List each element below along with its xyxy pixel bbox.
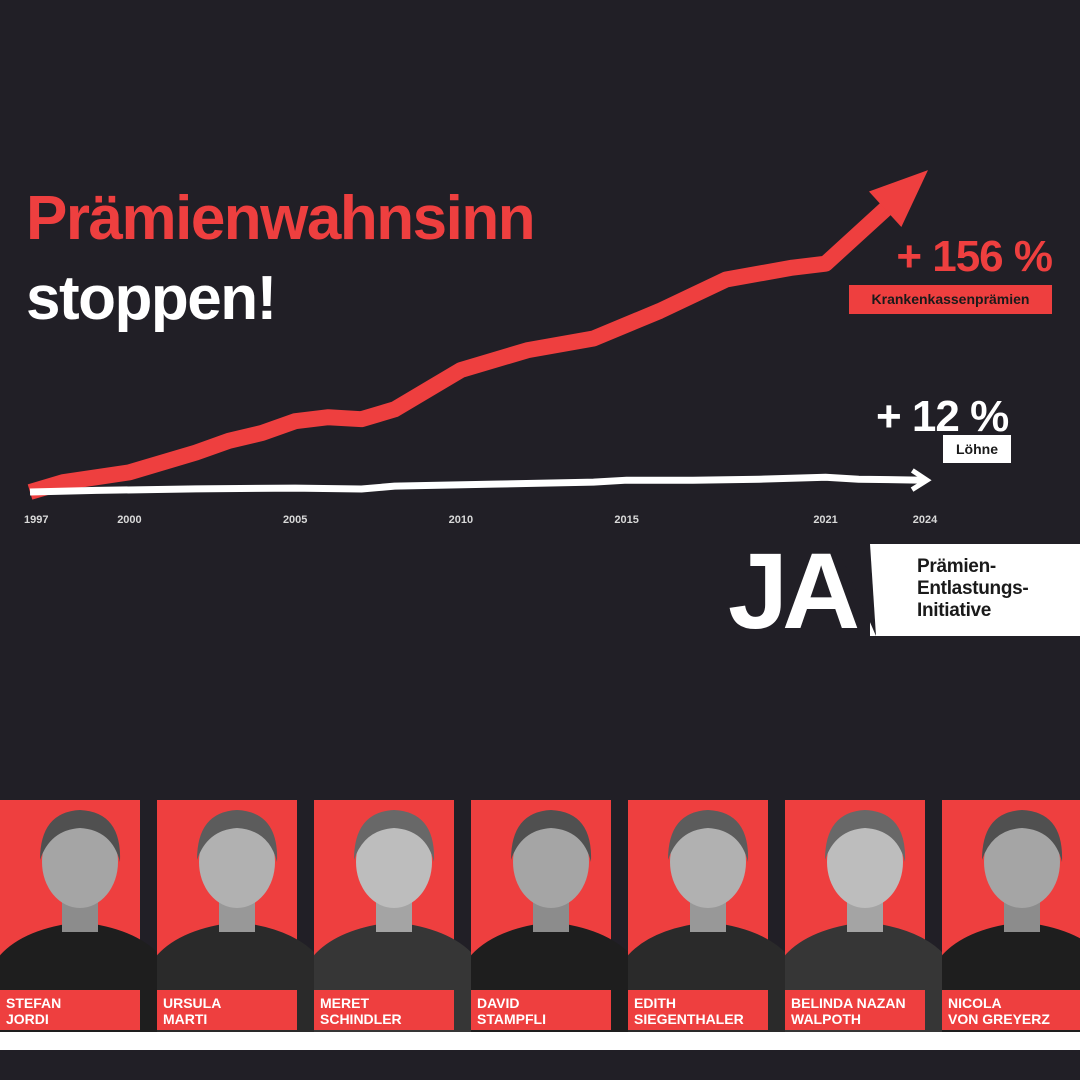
initiative-logo-band: Prämien- Entlastungs- Initiative — [870, 544, 1080, 636]
x-tick-1997: 1997 — [24, 514, 48, 526]
headline-line-2: stoppen! — [26, 264, 277, 333]
person-name-label: DAVID STAMPFLI — [471, 990, 611, 1030]
logo-ja: JA — [728, 530, 860, 651]
person-first-name: MERET — [320, 995, 369, 1011]
premium-change-value: + 156 % — [896, 232, 1053, 281]
person-card: BELINDA NAZAN WALPOTH — [785, 800, 945, 1032]
logo-line-3: Initiative — [917, 600, 992, 621]
wage-change-value: + 12 % — [876, 392, 1009, 441]
person-last-name: VON GREYERZ — [948, 1011, 1050, 1027]
logo-line-2: Entlastungs- — [917, 578, 1029, 599]
person-name-label: STEFAN JORDI — [0, 990, 140, 1030]
person-name-label: BELINDA NAZAN WALPOTH — [785, 990, 925, 1030]
person-first-name: URSULA — [163, 995, 222, 1011]
headline-line-1: Prämienwahnsinn — [26, 184, 536, 253]
bottom-bar — [0, 1032, 1080, 1050]
person-name-label: NICOLA VON GREYERZ — [942, 990, 1080, 1030]
series-arrow-0 — [868, 170, 928, 227]
x-tick-2021: 2021 — [813, 514, 837, 526]
x-tick-2005: 2005 — [283, 514, 307, 526]
person-card: NICOLA VON GREYERZ — [942, 800, 1080, 1032]
logo-slash-shape — [836, 544, 876, 636]
person-card: STEFAN JORDI — [0, 800, 160, 1032]
logo-line-1: Prämien- — [917, 556, 996, 577]
person-first-name: NICOLA — [948, 995, 1002, 1011]
person-last-name: STAMPFLI — [477, 1011, 546, 1027]
people-row: STEFAN JORDI URSULA MARTI MERET SCHINDLER DAVI… — [0, 800, 1080, 1032]
person-card: DAVID STAMPFLI — [471, 800, 631, 1032]
x-tick-2024: 2024 — [913, 514, 938, 526]
person-name-label: URSULA MARTI — [157, 990, 297, 1030]
person-card: URSULA MARTI — [157, 800, 317, 1032]
series-arrow-1 — [910, 468, 932, 492]
person-last-name: MARTI — [163, 1011, 208, 1027]
x-tick-2010: 2010 — [449, 514, 473, 526]
person-name-label: MERET SCHINDLER — [314, 990, 454, 1030]
x-tick-2000: 2000 — [117, 514, 141, 526]
headline: Prämienwahnsinn stoppen! — [26, 184, 536, 333]
person-first-name: BELINDA NAZAN — [791, 995, 906, 1011]
person-last-name: SCHINDLER — [320, 1011, 402, 1027]
wage-series-label: Löhne — [943, 435, 1011, 463]
person-last-name: WALPOTH — [791, 1011, 861, 1027]
x-tick-2015: 2015 — [614, 514, 638, 526]
person-first-name: STEFAN — [6, 995, 62, 1011]
growth-chart: 1997 2000 2005 2010 2015 2021 2024 — [24, 170, 938, 526]
series-line-0 — [27, 179, 918, 500]
person-last-name: JORDI — [6, 1011, 49, 1027]
person-card: MERET SCHINDLER — [314, 800, 474, 1032]
person-name-label: EDITH SIEGENTHALER — [628, 990, 768, 1030]
premium-series-label: Krankenkassenprämien — [849, 285, 1052, 314]
person-first-name: DAVID — [477, 995, 520, 1011]
person-first-name: EDITH — [634, 995, 676, 1011]
person-card: EDITH SIEGENTHALER — [628, 800, 788, 1032]
person-last-name: SIEGENTHALER — [634, 1011, 744, 1027]
series-line-1 — [29, 473, 926, 496]
